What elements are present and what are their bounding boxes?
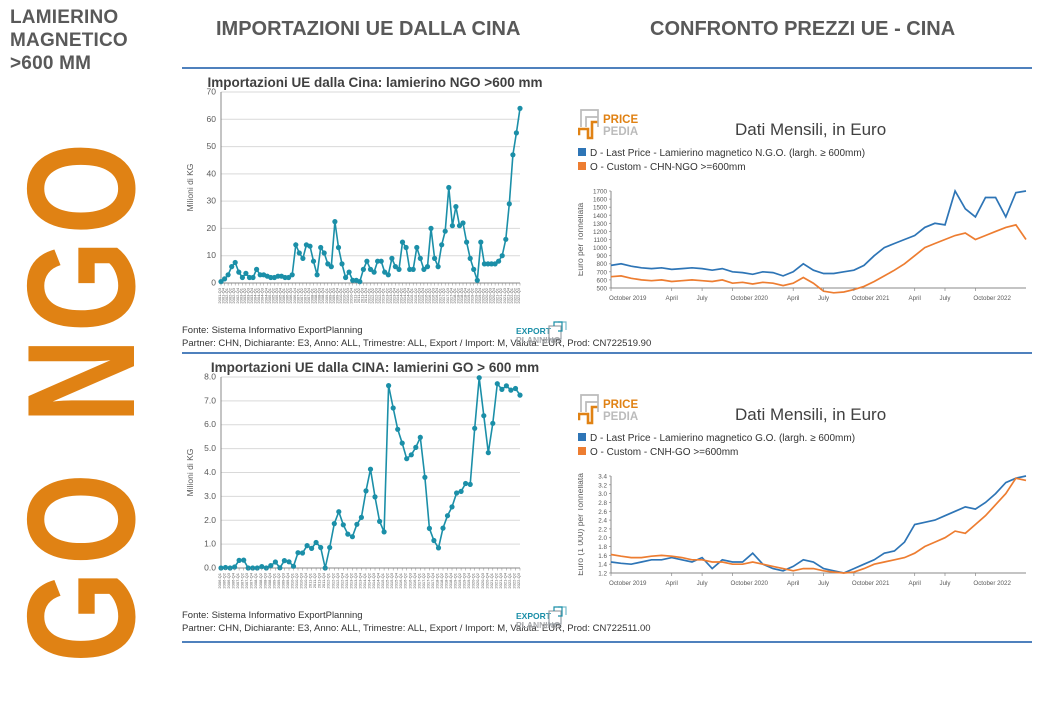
svg-text:April: April [787, 295, 799, 302]
svg-text:3.4: 3.4 [598, 474, 607, 481]
svg-text:50: 50 [207, 141, 217, 151]
svg-text:5.0: 5.0 [204, 443, 216, 453]
svg-text:3.0: 3.0 [598, 491, 607, 498]
svg-text:Euro (1 000) per Tonnellata: Euro (1 000) per Tonnellata [578, 473, 585, 576]
svg-text:October 2022: October 2022 [973, 295, 1011, 302]
svg-text:2.4: 2.4 [598, 518, 607, 525]
svg-text:1.4: 1.4 [598, 562, 607, 569]
svg-text:3.2: 3.2 [598, 482, 607, 489]
svg-text:600: 600 [596, 277, 607, 284]
svg-text:PRICE: PRICE [603, 399, 638, 411]
svg-text:2.2: 2.2 [598, 526, 607, 533]
svg-text:1000: 1000 [593, 245, 608, 252]
svg-text:10: 10 [207, 250, 217, 260]
svg-text:1300: 1300 [593, 221, 608, 228]
svg-text:40: 40 [207, 168, 217, 178]
svg-text:July: July [818, 580, 830, 587]
svg-text:2.0: 2.0 [204, 515, 216, 525]
svg-text:1600: 1600 [593, 197, 608, 204]
svg-text:900: 900 [596, 253, 607, 260]
svg-text:July: July [818, 295, 830, 302]
svg-text:1100: 1100 [593, 237, 607, 244]
svg-text:1400: 1400 [593, 213, 608, 220]
svg-text:500: 500 [596, 286, 607, 293]
svg-text:3.0: 3.0 [204, 491, 216, 501]
svg-text:1.2: 1.2 [598, 571, 607, 578]
svg-text:1500: 1500 [593, 205, 608, 212]
svg-text:April: April [666, 295, 678, 302]
svg-text:PEDIA: PEDIA [603, 411, 638, 423]
svg-text:0.0: 0.0 [204, 563, 216, 573]
svg-text:7.0: 7.0 [204, 395, 216, 405]
svg-text:October 2019: October 2019 [609, 295, 647, 302]
svg-text:30: 30 [207, 196, 217, 206]
svg-text:1.8: 1.8 [598, 544, 607, 551]
svg-text:1200: 1200 [593, 229, 608, 236]
svg-text:800: 800 [596, 261, 607, 268]
svg-text:October 2019: October 2019 [609, 580, 647, 587]
svg-text:0: 0 [211, 278, 216, 288]
svg-text:October 2021: October 2021 [852, 580, 890, 587]
svg-text:April: April [909, 580, 921, 587]
svg-text:July: July [697, 295, 709, 302]
svg-text:4.0: 4.0 [204, 467, 216, 477]
svg-text:April: April [666, 580, 678, 587]
svg-text:April: April [909, 295, 921, 302]
svg-text:1.6: 1.6 [598, 553, 607, 560]
svg-text:2.6: 2.6 [598, 509, 607, 516]
svg-text:Milioni di KG: Milioni di KG [185, 164, 195, 212]
svg-text:PRICE: PRICE [603, 114, 638, 126]
svg-text:700: 700 [596, 269, 607, 276]
svg-text:Euro per Tonnellata: Euro per Tonnellata [578, 202, 585, 276]
svg-text:6.0: 6.0 [204, 419, 216, 429]
svg-text:July: July [939, 580, 951, 587]
svg-text:October 2021: October 2021 [852, 295, 890, 302]
svg-text:2.0: 2.0 [598, 535, 607, 542]
svg-text:July: July [697, 580, 709, 587]
svg-text:April: April [787, 580, 799, 587]
svg-text:October 2022: October 2022 [973, 580, 1011, 587]
svg-text:60: 60 [207, 114, 217, 124]
svg-text:2.8: 2.8 [598, 500, 607, 507]
svg-text:July: July [939, 295, 951, 302]
svg-text:2022-Q3: 2022-Q3 [516, 287, 521, 303]
svg-text:Milioni di KG: Milioni di KG [185, 449, 195, 497]
svg-text:October 2020: October 2020 [731, 295, 769, 302]
svg-text:2022-Q3: 2022-Q3 [516, 572, 521, 588]
svg-text:20: 20 [207, 223, 217, 233]
svg-text:PEDIA: PEDIA [603, 126, 638, 138]
svg-text:1.0: 1.0 [204, 539, 216, 549]
svg-text:1700: 1700 [593, 189, 608, 196]
svg-text:October 2020: October 2020 [731, 580, 769, 587]
